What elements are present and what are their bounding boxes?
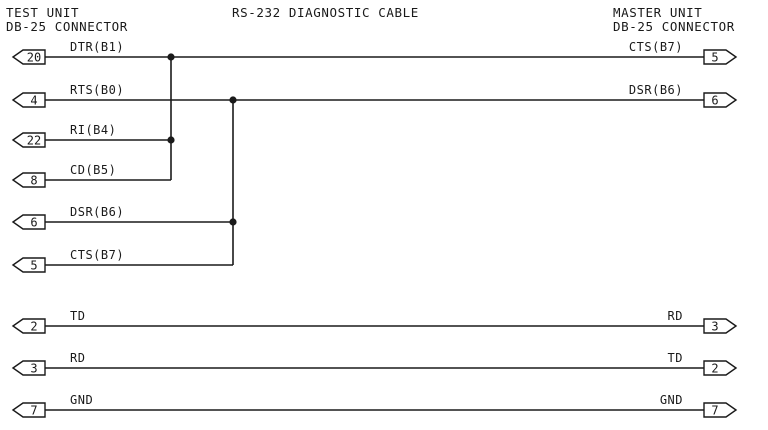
diagram-title: RS-232 DIAGNOSTIC CABLE (232, 5, 419, 20)
right-pin-number-4: 7 (711, 404, 718, 418)
right-connector-pin-2 (703, 318, 738, 334)
connector-pins: 20DTR(B1)4RTS(B0)22RI(B4)8CD(B5)6DSR(B6)… (11, 40, 738, 418)
left-signal-label-3: CD(B5) (70, 163, 116, 177)
left-connector-pin-4 (11, 214, 46, 230)
left-pin-number-1: 4 (30, 94, 37, 108)
left-connector-pin-8 (11, 402, 46, 418)
left-signal-label-7: RD (70, 351, 85, 365)
left-pin-number-3: 8 (30, 174, 37, 188)
left-pin-number-7: 3 (30, 362, 37, 376)
left-connector-pin-1 (11, 92, 46, 108)
junctions (167, 53, 237, 226)
wires (45, 56, 704, 411)
left-pin-number-0: 20 (27, 51, 41, 65)
junction-rts (229, 96, 237, 104)
test-unit-title: TEST UNIT (6, 5, 80, 20)
right-pin-number-3: 2 (711, 362, 718, 376)
right-signal-label-1: DSR(B6) (629, 83, 683, 97)
right-connector-pin-4 (703, 402, 738, 418)
left-connector-pin-2 (11, 132, 46, 148)
right-connector-pin-3 (703, 360, 738, 376)
left-pin-number-8: 7 (30, 404, 37, 418)
left-signal-label-0: DTR(B1) (70, 40, 124, 54)
junction-dsr (229, 218, 237, 226)
left-signal-label-6: TD (70, 309, 85, 323)
right-connector-pin-0 (703, 49, 738, 65)
master-unit-connector-title: DB-25 CONNECTOR (613, 19, 735, 34)
left-pin-number-5: 5 (30, 259, 37, 273)
test-unit-connector-title: DB-25 CONNECTOR (6, 19, 128, 34)
junction-dtr (167, 53, 175, 61)
left-signal-label-1: RTS(B0) (70, 83, 124, 97)
right-pin-number-1: 6 (711, 94, 718, 108)
left-pin-number-6: 2 (30, 320, 37, 334)
master-unit-title: MASTER UNIT (613, 5, 703, 20)
right-signal-label-4: GND (660, 393, 683, 407)
left-connector-pin-6 (11, 318, 46, 334)
left-signal-label-8: GND (70, 393, 93, 407)
left-connector-pin-5 (11, 257, 46, 273)
left-pin-number-2: 22 (27, 134, 41, 148)
right-connector-pin-1 (703, 92, 738, 108)
right-signal-label-2: RD (668, 309, 683, 323)
left-connector-pin-3 (11, 172, 46, 188)
right-pin-number-0: 5 (711, 51, 718, 65)
left-signal-label-4: DSR(B6) (70, 205, 124, 219)
left-signal-label-5: CTS(B7) (70, 248, 124, 262)
right-signal-label-0: CTS(B7) (629, 40, 683, 54)
left-connector-pin-7 (11, 360, 46, 376)
junction-ri (167, 136, 175, 144)
left-signal-label-2: RI(B4) (70, 123, 116, 137)
right-signal-label-3: TD (668, 351, 683, 365)
left-pin-number-4: 6 (30, 216, 37, 230)
right-pin-number-2: 3 (711, 320, 718, 334)
left-connector-pin-0 (11, 49, 46, 65)
